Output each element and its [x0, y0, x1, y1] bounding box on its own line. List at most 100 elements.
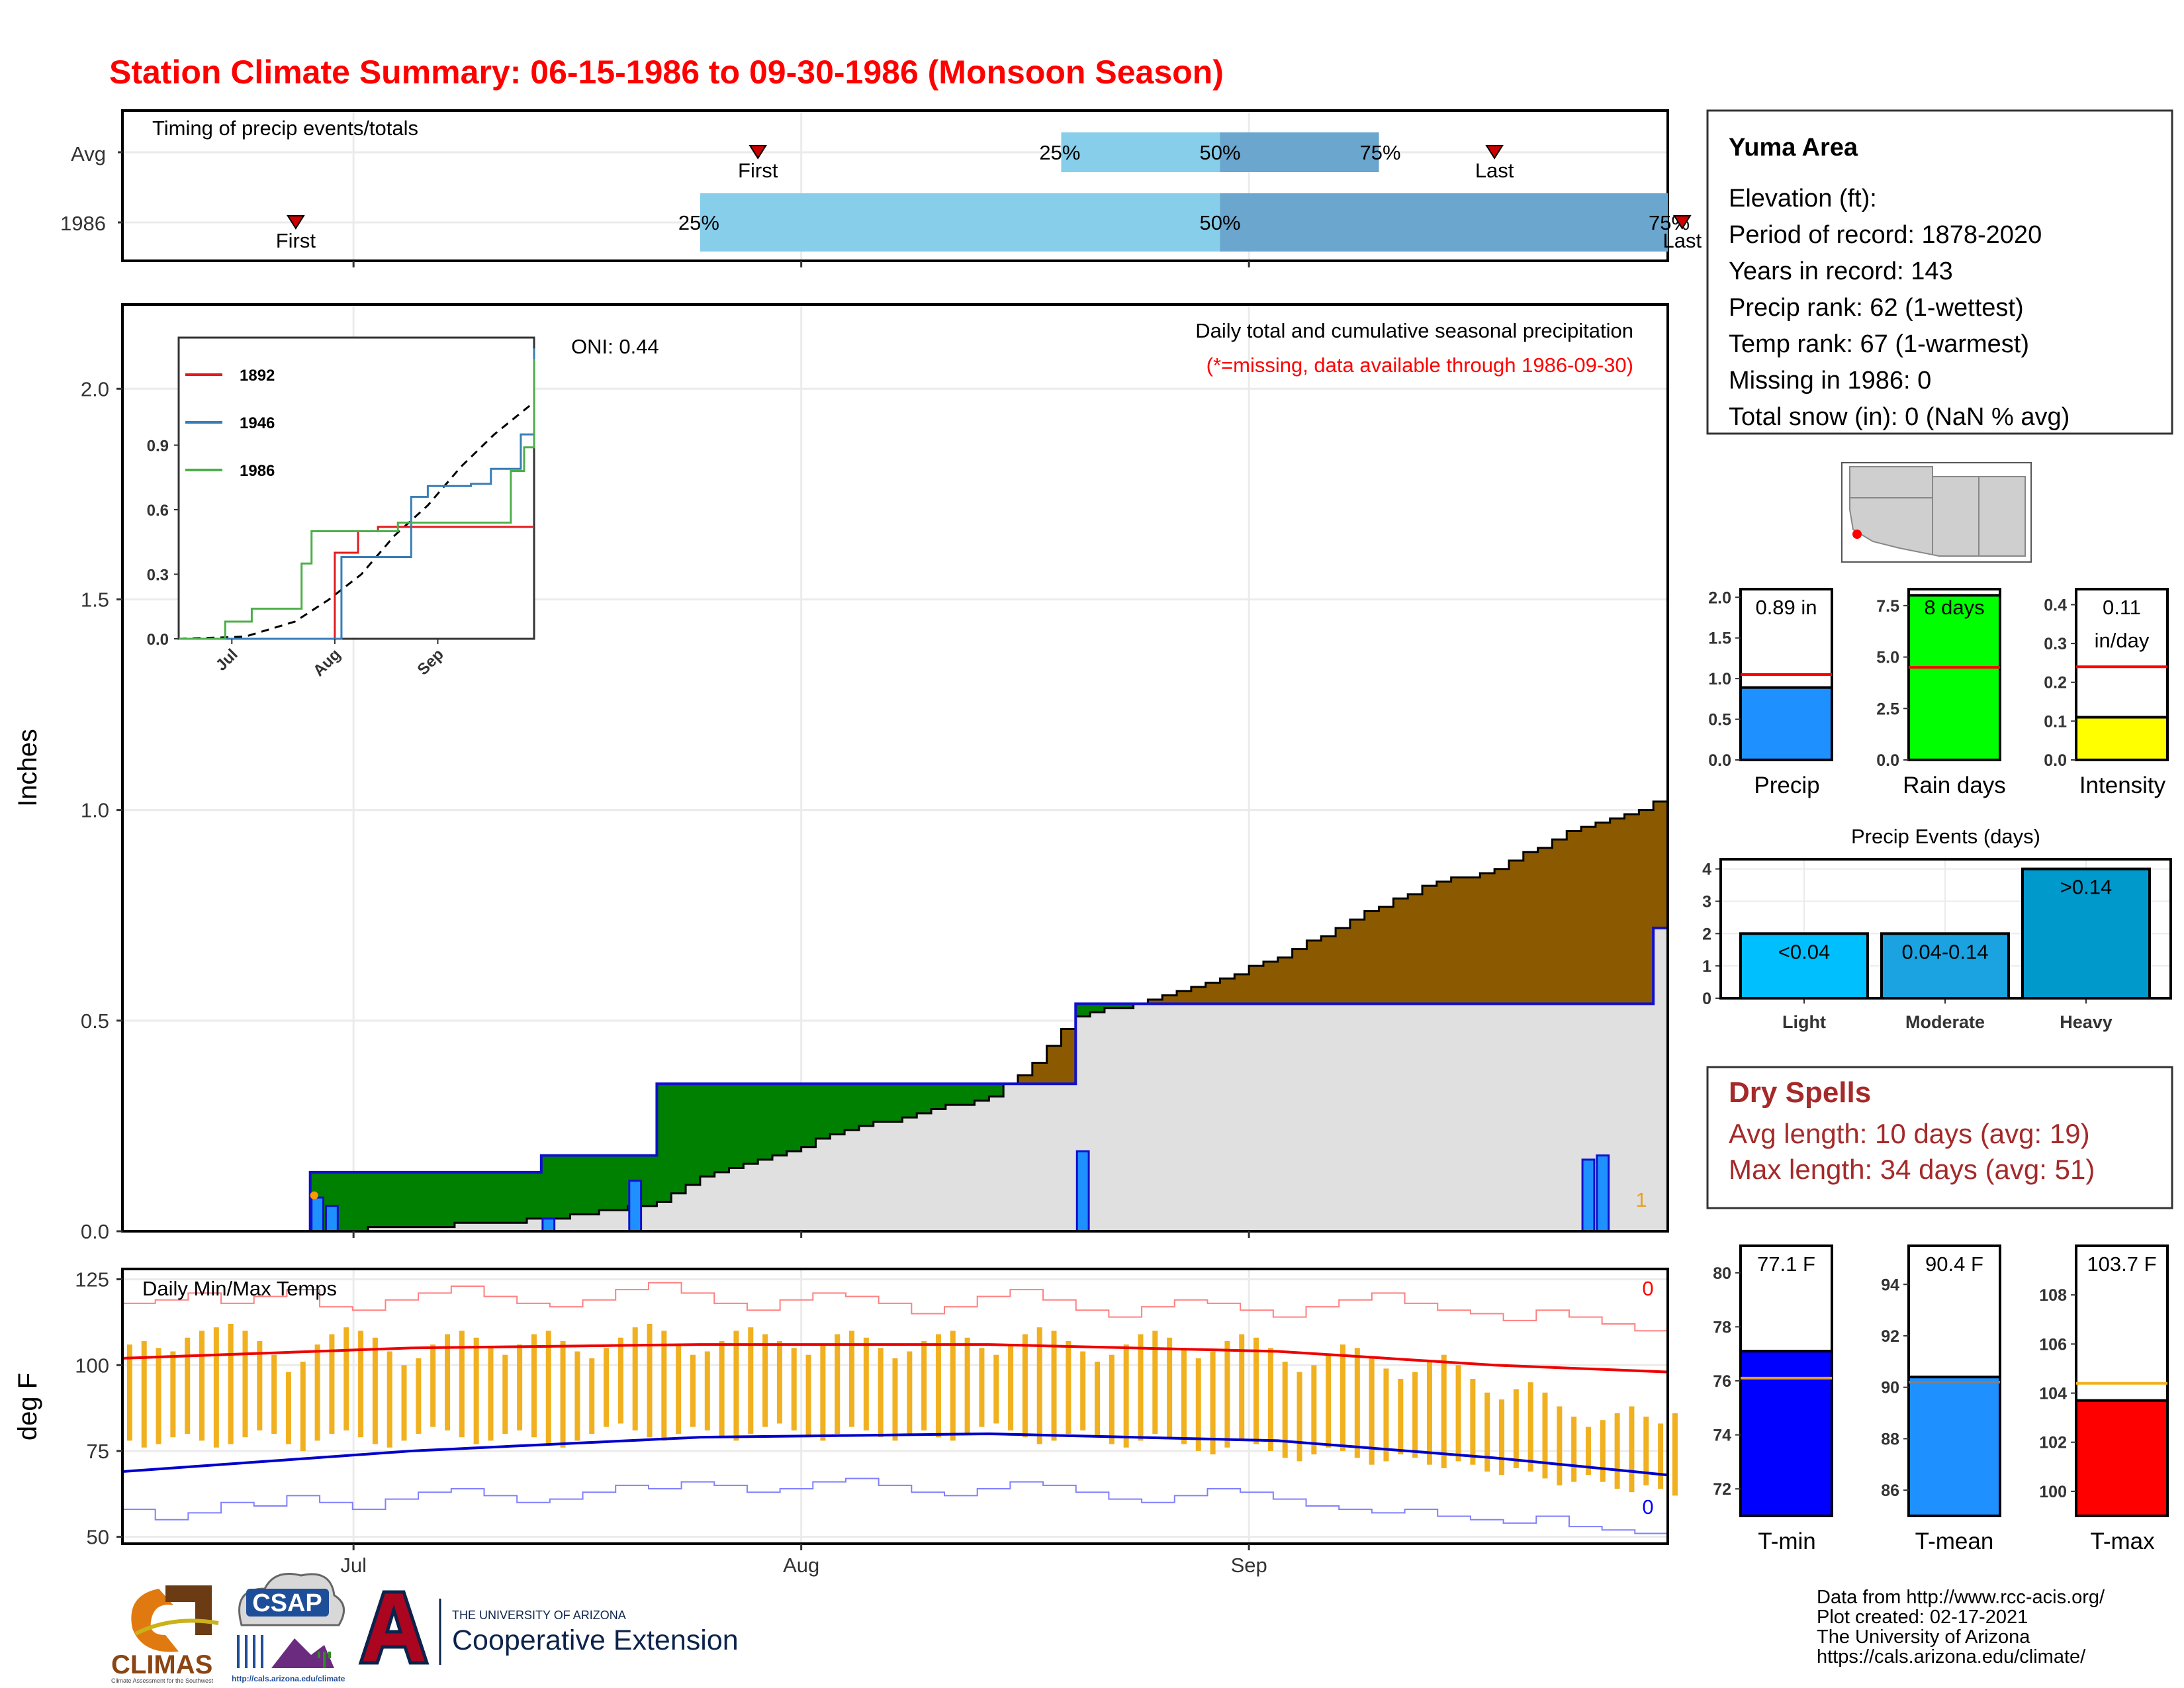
precip-surplus-segment [786, 1084, 802, 1152]
timing-last-marker [1485, 145, 1504, 160]
precip-surplus-segment [440, 1172, 455, 1227]
timing-q25-label: 25% [678, 211, 719, 234]
timing-panel-label: Timing of precip events/totals [152, 117, 418, 140]
precip-deficit-segment [1364, 911, 1380, 1004]
precip-surplus-segment [960, 1084, 976, 1105]
timing-q50-label: 50% [1199, 141, 1240, 164]
inset-ytick-label: 0.6 [147, 502, 169, 520]
precip-events-chart: Precip Events (days) 0 1 2 3 4 <0.04 Light 0.04… [1702, 825, 2172, 1032]
mini-chart-precip: 0.0 0.5 1.0 1.5 2.0 0.89 in Precip [1708, 588, 1833, 798]
daily-temp-bar [820, 1344, 826, 1441]
daily-temp-bar [300, 1362, 306, 1451]
daily-temp-bar [1051, 1331, 1057, 1441]
precip-deficit-segment [1349, 919, 1365, 1004]
record-high-line [122, 1282, 1668, 1332]
precip-deficit-segment [1292, 949, 1307, 1004]
inset-legend-1892: 1892 [240, 367, 275, 385]
precip-surplus-segment [844, 1084, 860, 1131]
footer-credits: Data from http://www.rcc-acis.org/ Plot … [1817, 1587, 2105, 1667]
daily-temp-bar [964, 1337, 970, 1434]
mini-ytick-label: 0.0 [1708, 751, 1731, 770]
mini-ytick-label: 0.4 [2044, 596, 2067, 614]
timing-first-marker [287, 215, 305, 230]
events-bar-moderate [1880, 932, 2010, 1000]
precip-surplus-segment [367, 1172, 383, 1227]
mini-ytick-label: 90 [1881, 1379, 1899, 1397]
daily-temp-bar [1643, 1417, 1649, 1485]
daily-temp-bar [632, 1327, 638, 1430]
timing-first-label: First [738, 159, 778, 182]
daily-temp-bar [1210, 1351, 1216, 1455]
mini-bar [2075, 716, 2169, 761]
temp-y-axis: 50 75 100 125 [75, 1268, 122, 1549]
temp-ytick-label: 125 [75, 1268, 109, 1291]
daily-temp-bar [1008, 1344, 1014, 1430]
events-category-label: Heavy [2060, 1012, 2113, 1032]
mini-ytick-label: 5.0 [1876, 649, 1899, 667]
daily-temp-bar [1224, 1340, 1230, 1448]
daily-temp-bar [502, 1354, 508, 1434]
mini-value-label: 103.7 F [2087, 1252, 2156, 1276]
dry-spells-box: Dry Spells Avg length: 10 days (avg: 19)… [1706, 1066, 2173, 1209]
daily-temp-bar [748, 1327, 754, 1434]
daily-temp-bar [314, 1344, 320, 1441]
daily-temp-bar [690, 1354, 696, 1427]
mini-ytick-label: 78 [1713, 1318, 1731, 1336]
climas-subtext: Climate Assessment for the Southwest [111, 1677, 214, 1684]
precip-deficit-segment [1277, 957, 1293, 1004]
inset-series-lines [178, 348, 535, 640]
summary-bar-charts: 0.0 0.5 1.0 1.5 2.0 0.89 in Precip 0.0 2.5 5.0 7.5… [1708, 588, 2169, 1554]
daily-temp-bar [1138, 1334, 1144, 1441]
daily-temp-bar [1412, 1372, 1418, 1458]
mini-ytick-label: 80 [1713, 1264, 1731, 1283]
precip-deficit-segment [1408, 894, 1423, 1004]
daily-temp-bar [156, 1348, 161, 1444]
timing-bar-q25-q50 [700, 193, 1220, 252]
precip-surplus-segment [917, 1084, 932, 1113]
mini-chart-t-max: 100 102 104 106 108 103.7 F T-max [2039, 1244, 2169, 1554]
daily-temp-bar [358, 1331, 364, 1438]
precip-surplus-segment [945, 1084, 961, 1105]
precip-deficit-segment [1451, 877, 1466, 1004]
daily-temp-bar [1022, 1334, 1028, 1438]
daily-temp-bar [863, 1337, 869, 1430]
credit-line-3: https://cals.arizona.edu/climate/ [1817, 1646, 2086, 1667]
timing-row-label-year: 1986 [60, 212, 106, 235]
precip-observed-line [122, 926, 1668, 1233]
inset-legend-1986: 1986 [240, 462, 275, 480]
mini-value-label: 90.4 F [1925, 1252, 1983, 1276]
precip-ytick-label: 0.5 [81, 1009, 109, 1033]
daily-temp-bar [170, 1351, 176, 1438]
mini-ytick-label: 1.5 [1708, 630, 1731, 648]
daily-temp-bar [1311, 1365, 1317, 1455]
csap-text: CSAP [252, 1589, 322, 1617]
mini-chart-intensity: 0.0 0.1 0.2 0.3 0.4 0.11 in/day Intensity [2044, 588, 2169, 798]
credit-line-2: The University of Arizona [1817, 1626, 2030, 1648]
precip-deficit-segment [1162, 995, 1177, 1004]
month-label: Jul [340, 1554, 367, 1577]
csap-url: http://cals.arizona.edu/climate [232, 1674, 345, 1683]
daily-temp-bar [1095, 1362, 1101, 1438]
precip-surplus-segment [873, 1084, 889, 1122]
precip-deficit-segment [1581, 827, 1596, 1004]
daily-temp-bar [979, 1348, 985, 1427]
daily-temp-bar [921, 1340, 927, 1430]
station-line-3: Precip rank: 62 (1-wettest) [1729, 294, 2024, 322]
mini-value-label: 8 days [1924, 596, 1984, 619]
precip-surplus-segment [887, 1084, 903, 1122]
mini-ytick-label: 108 [2039, 1286, 2067, 1305]
avg-high-line [122, 1343, 1668, 1374]
precip-chart-subtitle: (*=missing, data available through 1986-… [1206, 353, 1633, 377]
daily-temp-bar [647, 1324, 653, 1438]
precip-surplus-segment [931, 1084, 946, 1109]
timing-last-label: Last [1475, 159, 1514, 182]
daily-temp-bar [805, 1354, 811, 1438]
daily-temp-bar [878, 1348, 884, 1438]
daily-temp-bar [1181, 1348, 1187, 1444]
daily-temp-bar [185, 1337, 191, 1434]
daily-temp-bar [1614, 1413, 1620, 1489]
station-info-box: Yuma Area Elevation (ft): Period of reco… [1706, 109, 2173, 435]
daily-temp-bar [1354, 1348, 1360, 1458]
temp-ylabel: deg F [13, 1373, 42, 1440]
